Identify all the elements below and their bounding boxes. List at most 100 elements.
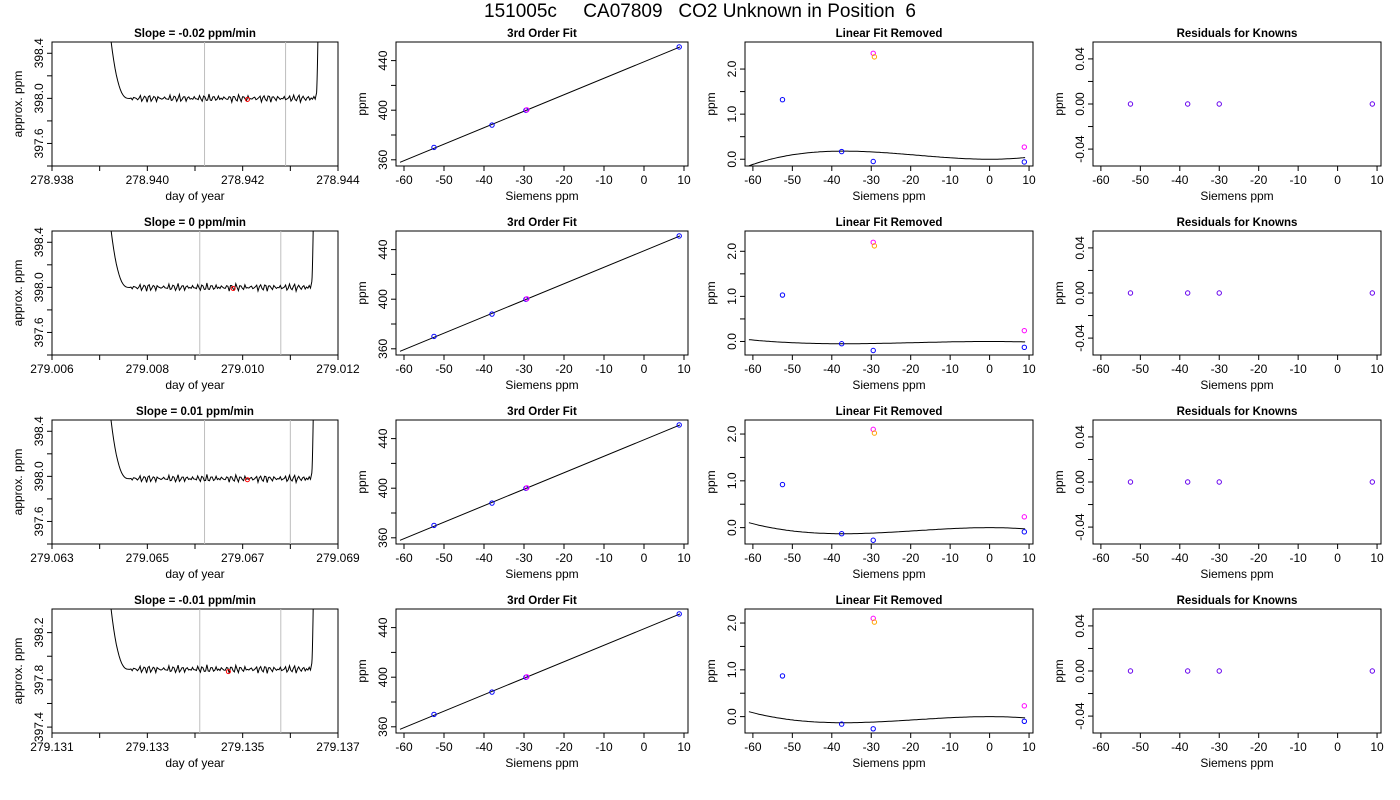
y-tick-label: 400 — [376, 667, 390, 687]
plot-title: Residuals for Knowns — [1177, 595, 1298, 607]
y-axis-label: approx. ppm — [11, 260, 25, 327]
unknown-point — [1021, 144, 1028, 150]
y-axis-label: ppm — [355, 470, 369, 493]
data-trace — [110, 609, 314, 675]
plot-panel-2-1: Slope = 0 ppm/min 279.006 279.008 279.010 27… — [11, 217, 360, 392]
plot-frame — [744, 419, 1034, 545]
x-tick-label: -20 — [1250, 173, 1268, 187]
mean-marker — [225, 669, 231, 675]
x-tick-label: 279.006 — [30, 362, 74, 376]
y-tick-label: 398.4 — [32, 227, 46, 257]
known-point — [1021, 159, 1028, 165]
x-tick-label: -40 — [475, 740, 493, 754]
plot-frame — [51, 419, 339, 545]
y-tick-label: 0.00 — [1073, 92, 1087, 116]
x-tick-label: 10 — [677, 551, 691, 565]
y-tick-label: 440 — [376, 50, 390, 70]
x-tick-label: -20 — [555, 740, 573, 754]
plot-panel-1-2: 3rd Order Fit -60 -50 -40 -30 -20 -10 0 10 360 400… — [355, 28, 691, 203]
plot-title: Slope = 0.01 ppm/min — [136, 406, 254, 418]
x-tick-label: -60 — [1092, 551, 1110, 565]
y-tick-label: 398.2 — [32, 617, 46, 647]
data-trace — [110, 420, 314, 485]
x-tick-label: 0 — [986, 740, 993, 754]
x-tick-label: 278.942 — [221, 173, 265, 187]
y-tick-label: 398.0 — [32, 272, 46, 302]
x-tick-label: 10 — [677, 362, 691, 376]
plot-title: 3rd Order Fit — [507, 595, 577, 607]
residual-point — [1127, 479, 1134, 485]
x-tick-label: -10 — [1289, 362, 1307, 376]
plot-panel-4-4: Residuals for Knowns -60 -50 -40 -30 -20 -10 0 1… — [1052, 595, 1384, 770]
x-tick-label: 0 — [986, 173, 993, 187]
x-tick-label: 279.012 — [316, 362, 360, 376]
x-axis-label: Siemens ppm — [505, 756, 578, 770]
residual-point — [1216, 290, 1222, 296]
x-tick-label: -30 — [515, 551, 533, 565]
plot-frame — [51, 230, 339, 356]
x-tick-label: -40 — [823, 173, 841, 187]
residual-point — [1184, 479, 1191, 485]
page-title: 151005c CA07809 CO2 Unknown in Position … — [484, 1, 916, 22]
x-tick-label: 0 — [1334, 362, 1341, 376]
x-tick-label: 10 — [1022, 740, 1036, 754]
x-tick-label: 10 — [1022, 173, 1036, 187]
fit-line — [399, 235, 681, 352]
x-axis-label: day of year — [165, 756, 224, 770]
y-tick-label: -0.04 — [1073, 702, 1087, 730]
x-tick-label: -60 — [744, 362, 762, 376]
y-tick-label: -0.04 — [1073, 324, 1087, 352]
y-tick-label: 2.0 — [725, 243, 739, 260]
plot-panel-2-2: 3rd Order Fit -60 -50 -40 -30 -20 -10 0 10 360 400… — [355, 217, 691, 392]
x-tick-label: -10 — [595, 551, 613, 565]
y-tick-label: 397.4 — [32, 712, 46, 742]
x-tick-label: -60 — [395, 551, 413, 565]
residual-point — [1216, 668, 1222, 674]
mean-marker — [244, 96, 250, 102]
x-tick-label: -20 — [1250, 551, 1268, 565]
plot-title: 3rd Order Fit — [507, 217, 577, 229]
x-tick-label: 10 — [1370, 362, 1384, 376]
plot-title: Slope = -0.02 ppm/min — [134, 28, 256, 40]
x-axis-label: Siemens ppm — [852, 756, 925, 770]
known-point — [779, 673, 786, 679]
x-tick-label: -20 — [555, 362, 573, 376]
plot-frame — [744, 608, 1034, 734]
known-point — [676, 44, 682, 50]
plot-frame — [1092, 230, 1382, 356]
y-axis-label: approx. ppm — [11, 71, 25, 138]
x-tick-label: -60 — [1092, 362, 1110, 376]
fit-line — [399, 46, 681, 163]
y-tick-label: 0.0 — [725, 708, 739, 725]
x-tick-label: 0 — [1334, 551, 1341, 565]
y-axis-label: ppm — [1052, 92, 1066, 115]
residual-point — [1216, 101, 1222, 107]
y-tick-label: 0.00 — [1073, 281, 1087, 305]
y-tick-label: 400 — [376, 100, 390, 120]
y-axis-label: approx. ppm — [11, 449, 25, 516]
fit-line — [399, 424, 681, 541]
x-tick-label: -10 — [941, 362, 959, 376]
x-tick-label: -30 — [1211, 551, 1229, 565]
x-tick-label: -60 — [395, 173, 413, 187]
x-axis-label: Siemens ppm — [1200, 378, 1273, 392]
x-tick-label: -20 — [555, 551, 573, 565]
y-tick-label: 400 — [376, 289, 390, 309]
x-tick-label: -10 — [595, 173, 613, 187]
y-tick-label: 0.04 — [1073, 47, 1087, 71]
plot-title: Slope = 0 ppm/min — [144, 217, 246, 229]
y-axis-label: ppm — [355, 659, 369, 682]
mean-marker — [244, 477, 250, 483]
x-tick-label: -20 — [1250, 740, 1268, 754]
plot-frame — [744, 41, 1034, 167]
plot-panel-4-1: Slope = -0.01 ppm/min 279.131 279.133 279.1… — [11, 595, 360, 770]
x-tick-label: -50 — [784, 173, 802, 187]
x-tick-label: 278.944 — [316, 173, 360, 187]
x-tick-label: 10 — [1370, 740, 1384, 754]
y-tick-label: 0.0 — [725, 519, 739, 536]
known-point — [1021, 344, 1028, 351]
x-tick-label: -40 — [823, 362, 841, 376]
residual-point — [1369, 668, 1376, 674]
x-tick-label: -40 — [475, 551, 493, 565]
y-tick-label: 2.0 — [725, 60, 739, 77]
